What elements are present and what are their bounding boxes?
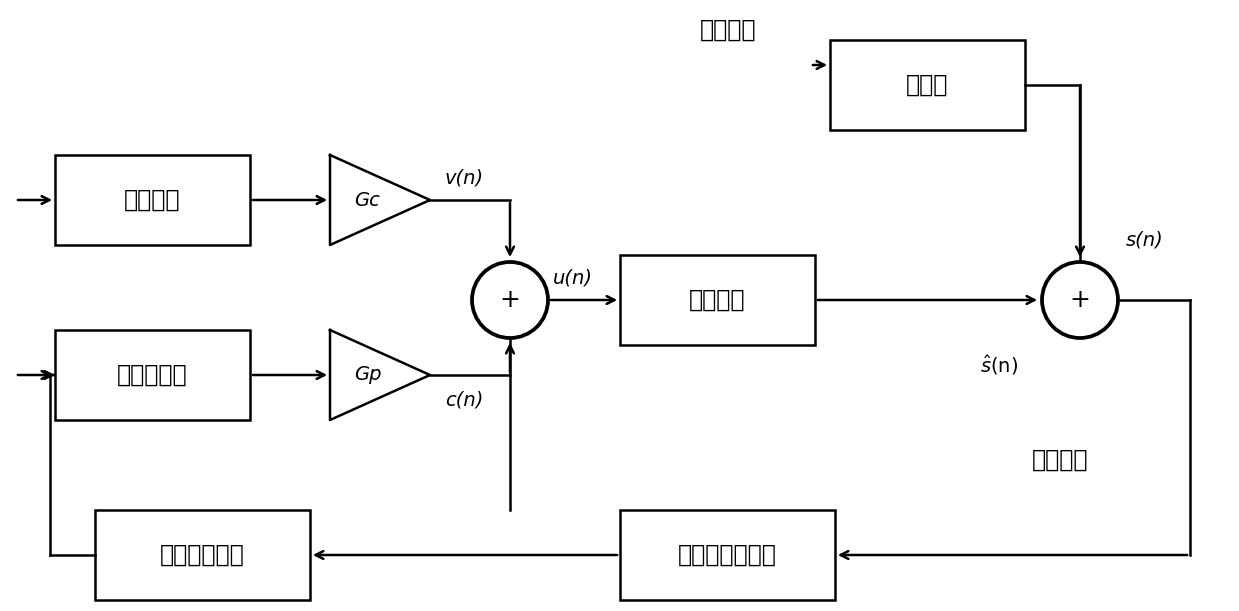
Text: +: + xyxy=(499,288,520,312)
Text: 自适应码本: 自适应码本 xyxy=(118,363,188,387)
Text: v(n): v(n) xyxy=(445,169,484,188)
Bar xyxy=(830,40,1025,130)
Text: 固定码本: 固定码本 xyxy=(124,188,181,212)
Text: 合成语音: 合成语音 xyxy=(1032,448,1088,472)
Text: 线性预测: 线性预测 xyxy=(689,288,746,312)
Text: c(n): c(n) xyxy=(445,390,483,409)
Bar xyxy=(55,155,250,245)
Text: u(n): u(n) xyxy=(553,269,593,288)
Bar xyxy=(95,510,310,600)
Text: Gc: Gc xyxy=(354,191,380,210)
Text: $\hat{s}$(n): $\hat{s}$(n) xyxy=(980,353,1018,377)
Text: +: + xyxy=(1069,288,1090,312)
Bar xyxy=(55,330,250,420)
Bar xyxy=(620,510,835,600)
Text: s(n): s(n) xyxy=(1126,231,1163,250)
Text: 原始语音: 原始语音 xyxy=(700,18,757,42)
Text: 预处理: 预处理 xyxy=(906,73,949,97)
Text: Gp: Gp xyxy=(354,365,382,384)
Bar xyxy=(620,255,815,345)
Text: 感知加权滤波器: 感知加权滤波器 xyxy=(678,543,777,567)
Text: 最小均方误差: 最小均方误差 xyxy=(160,543,245,567)
